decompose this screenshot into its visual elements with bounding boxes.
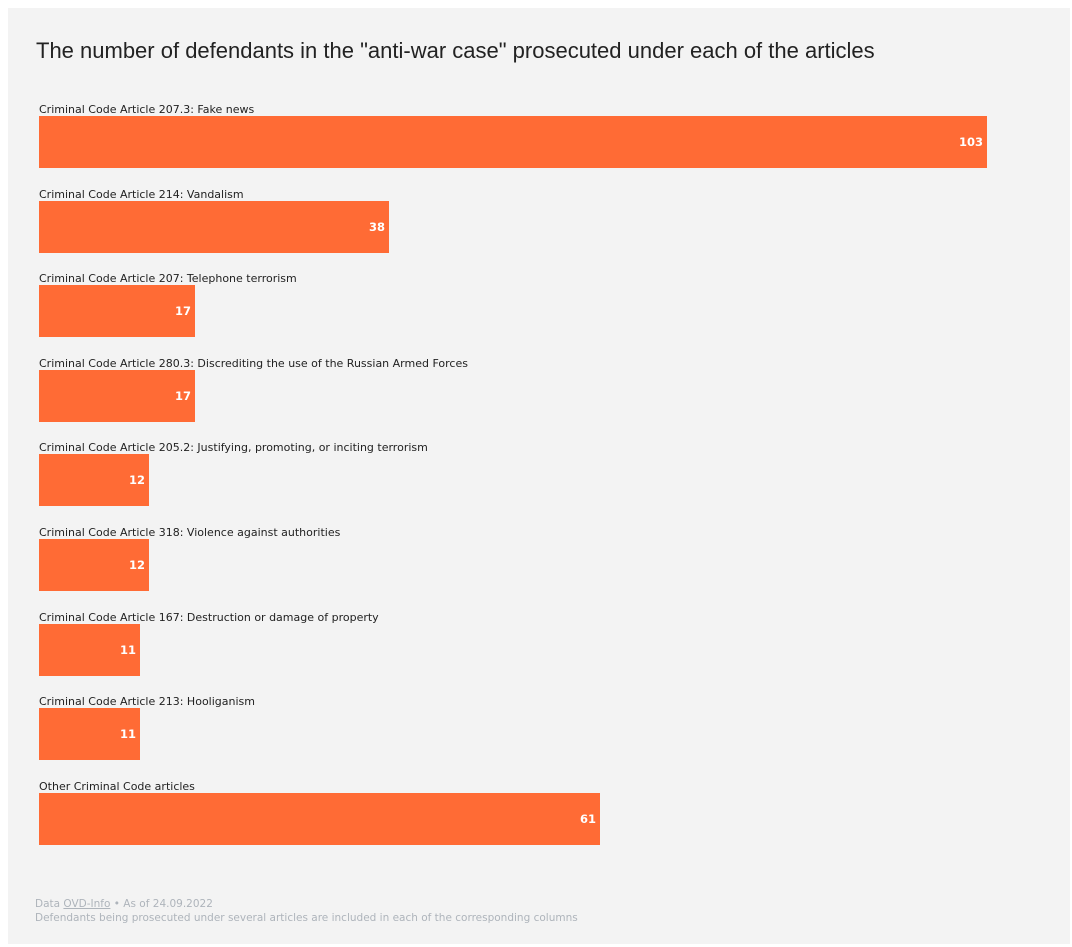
bar-value-label: 38 (368, 219, 385, 234)
chart-card: The number of defendants in the "anti-wa… (8, 8, 1070, 944)
bar-value-label: 17 (174, 304, 191, 319)
bar: 17 (39, 285, 195, 338)
bar: 12 (39, 539, 149, 591)
bar-value-label: 11 (119, 642, 136, 657)
bar-label: Other Criminal Code articles (39, 779, 195, 793)
as-of-date: • As of 24.09.2022 (113, 898, 213, 910)
bar-value-label: 11 (119, 727, 136, 742)
bar: 103 (39, 116, 987, 168)
source-link[interactable]: OVD-Info (63, 898, 111, 910)
bar-value-label: 103 (958, 135, 983, 149)
bar-label: Criminal Code Article 207.3: Fake news (39, 103, 255, 116)
bar-value-label: 12 (128, 473, 145, 488)
bar-label: Criminal Code Article 207: Telephone ter… (39, 272, 297, 286)
bar-label: Criminal Code Article 280.3: Discreditin… (39, 356, 468, 370)
bar-label: Criminal Code Article 205.2: Justifying,… (39, 441, 428, 455)
footer-source: Data OVD-Info • As of 24.09.2022 (35, 898, 213, 910)
chart-title: The number of defendants in the "anti-wa… (36, 38, 875, 63)
bar: 12 (39, 454, 149, 507)
source-prefix: Data (35, 898, 61, 910)
footer-note: Defendants being prosecuted under severa… (35, 912, 578, 924)
bar: 11 (39, 708, 140, 761)
bar-label: Criminal Code Article 318: Violence agai… (39, 526, 341, 539)
bar: 11 (39, 623, 140, 676)
bar: 17 (39, 369, 195, 422)
bar: 38 (39, 200, 389, 253)
bar-value-label: 61 (579, 811, 596, 826)
bar-value-label: 17 (174, 388, 191, 403)
bar-label: Criminal Code Article 213: Hooliganism (39, 695, 255, 709)
bar-label: Criminal Code Article 214: Vandalism (39, 187, 244, 201)
bar-chart: Criminal Code Article 207.3: Fake news 10… (8, 8, 1070, 944)
bar-label: Criminal Code Article 167: Destruction o… (39, 610, 379, 624)
bar-value-label: 12 (128, 558, 145, 572)
bar: 61 (39, 792, 600, 845)
